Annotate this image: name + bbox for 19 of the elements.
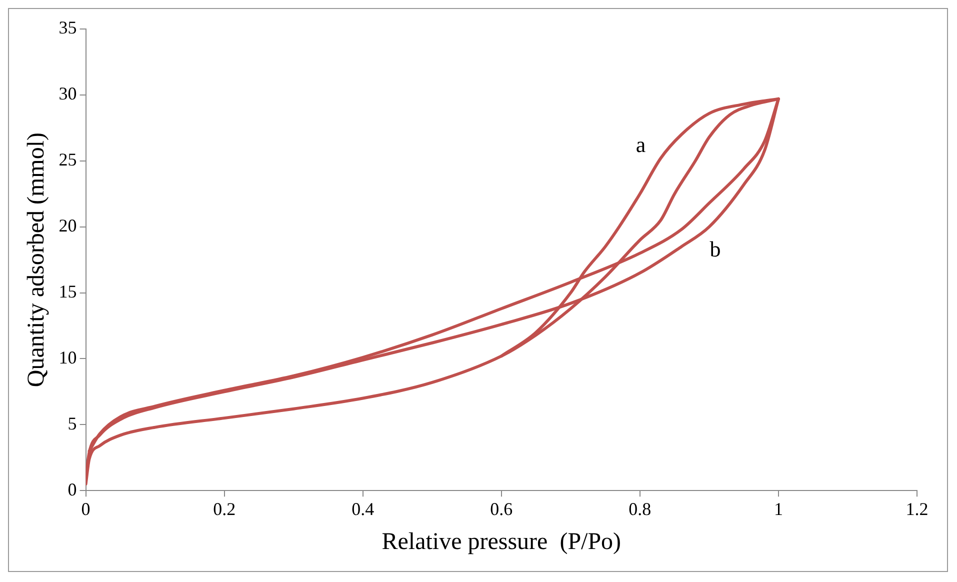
y-tick-label: 5	[68, 413, 77, 434]
y-tick-label: 35	[58, 18, 77, 38]
x-tick-label: 1.2	[906, 499, 928, 520]
y-tick-label: 20	[58, 216, 77, 236]
x-tick-label: 1	[774, 499, 783, 520]
x-tick-label: 0.8	[628, 499, 652, 520]
x-tick-label: 0.4	[352, 499, 374, 520]
x-tick-label: 0.2	[213, 499, 236, 520]
x-axis-title: Relative pressure (P/Po)	[382, 528, 622, 555]
y-tick-label: 15	[58, 282, 77, 302]
x-tick-label: 0	[81, 499, 90, 520]
series-label: b	[710, 236, 721, 262]
y-axis-title: Quantity adsorbed (mmol)	[24, 132, 50, 388]
y-tick-label: 25	[58, 150, 77, 170]
y-tick-label: 0	[68, 479, 77, 500]
series-label: a	[636, 132, 646, 158]
y-tick-label: 10	[58, 347, 77, 368]
y-tick-label: 30	[58, 84, 77, 104]
x-tick-label: 0.6	[490, 499, 513, 520]
